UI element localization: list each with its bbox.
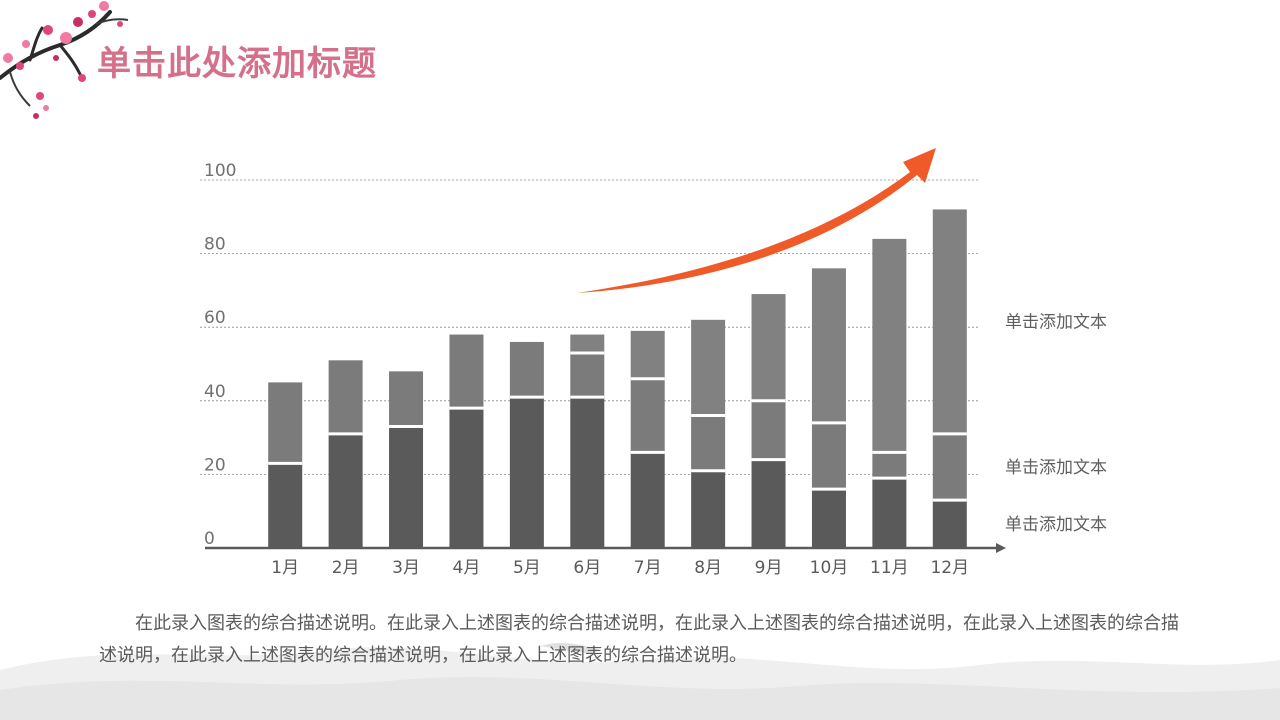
bar-stack: [811, 268, 846, 548]
x-tick-label: 5月: [513, 558, 541, 578]
x-tick-label: 10月: [810, 558, 849, 578]
series-label: 单击添加文本: [1005, 313, 1107, 333]
bar-stack: [751, 294, 786, 548]
bar-stack: [691, 319, 726, 548]
x-tick-label: 1月: [271, 558, 299, 578]
y-tick-label: 40: [204, 382, 226, 402]
bar-segment: [509, 397, 544, 548]
bar-stack: [328, 360, 363, 548]
x-axis-arrowhead: [996, 543, 1006, 553]
bar-segment: [328, 433, 363, 548]
x-axis-category-labels: 1月 2月 3月 4月 5月 6月 7月 8月 9月 10月 11月 12月: [271, 558, 969, 578]
bar-segment: [751, 459, 786, 548]
x-tick-label: 3月: [392, 558, 420, 578]
bar-segment: [691, 415, 726, 471]
bar-stack: [932, 209, 967, 548]
bar-segment: [328, 360, 363, 434]
x-tick-label: 6月: [573, 558, 601, 578]
bar-segment: [811, 268, 846, 423]
bar-segment: [811, 422, 846, 490]
y-tick-label: 100: [204, 161, 236, 181]
bar-segment: [630, 452, 665, 548]
x-tick-label: 2月: [332, 558, 360, 578]
bar-segment: [932, 433, 967, 501]
bar-stack: [449, 334, 484, 548]
slide-title: 单击此处添加标题: [97, 44, 377, 84]
series-label: 单击添加文本: [1005, 515, 1107, 535]
bars: [268, 209, 967, 548]
y-axis-tick-labels: 0 20 40 60 80 100: [204, 161, 236, 549]
bar-segment: [811, 489, 846, 548]
bar-segment: [268, 382, 303, 464]
bar-stack: [570, 334, 605, 548]
bar-segment: [509, 341, 544, 398]
bar-segment: [449, 408, 484, 548]
bar-segment: [872, 478, 907, 548]
y-tick-label: 20: [204, 455, 226, 475]
bar-segment: [630, 330, 665, 379]
y-tick-label: 60: [204, 308, 226, 328]
y-tick-label: 80: [204, 235, 226, 255]
series-label: 单击添加文本: [1005, 458, 1107, 478]
bar-segment: [932, 209, 967, 434]
chart-description: 在此录入图表的综合描述说明。在此录入上述图表的综合描述说明，在此录入上述图表的综…: [99, 613, 1179, 666]
ink-mountain-background: [0, 643, 1280, 720]
bar-segment: [570, 352, 605, 398]
bar-segment: [872, 238, 907, 453]
bar-segment: [630, 378, 665, 453]
x-tick-label: 9月: [755, 558, 783, 578]
x-tick-label: 8月: [694, 558, 722, 578]
bar-segment: [389, 371, 424, 427]
bar-segment: [932, 500, 967, 548]
bar-segment: [751, 294, 786, 401]
x-axis: [205, 543, 1006, 553]
bar-segment: [570, 334, 605, 353]
x-tick-label: 7月: [634, 558, 662, 578]
bar-stack: [509, 341, 544, 548]
y-tick-label: 0: [204, 529, 215, 549]
bar-stack: [268, 382, 303, 548]
x-tick-label: 11月: [870, 558, 909, 578]
bar-stack: [872, 238, 907, 548]
bar-segment: [751, 400, 786, 460]
x-tick-label: 12月: [930, 558, 969, 578]
bar-segment: [691, 470, 726, 548]
bar-stack: [630, 330, 665, 548]
bar-stack: [389, 371, 424, 548]
x-tick-label: 4月: [453, 558, 481, 578]
bar-segment: [389, 426, 424, 548]
bar-segment: [872, 452, 907, 479]
bar-segment: [570, 397, 605, 548]
bar-segment: [268, 463, 303, 548]
plum-blossom-decoration: [0, 1, 129, 119]
bar-segment: [449, 334, 484, 409]
bar-segment: [691, 319, 726, 416]
